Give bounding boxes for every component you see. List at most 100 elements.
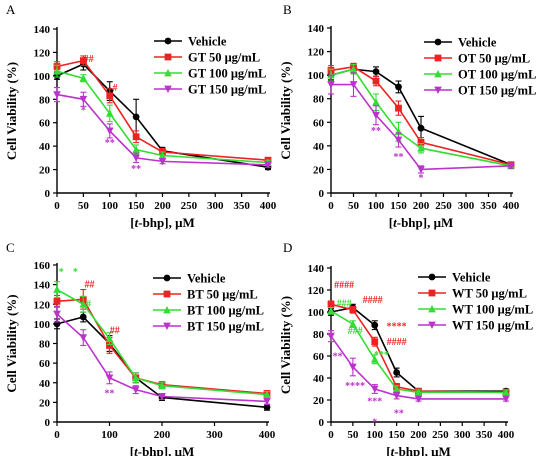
- data-point: [79, 313, 87, 321]
- data-point: [106, 92, 114, 100]
- legend-item: OT 150 μg/mL: [424, 84, 536, 98]
- x-tick-label: 350: [233, 200, 250, 212]
- legend-label: Vehicle: [188, 35, 227, 49]
- y-tick-label: 80: [39, 94, 51, 106]
- y-tick-label: 60: [39, 358, 51, 370]
- data-point: [158, 381, 166, 390]
- series-line: [330, 68, 512, 167]
- legend-label: GT 100 μg/mL: [188, 67, 266, 81]
- x-tick-label: 200: [154, 200, 171, 212]
- legend-marker: [164, 69, 172, 77]
- series-line: [330, 310, 506, 394]
- y-tick-label: 80: [313, 94, 325, 106]
- data-point: [417, 144, 425, 152]
- x-axis-title-suffix: -bhp], μM: [138, 215, 195, 230]
- data-point: [263, 397, 271, 406]
- y-tick-label: 20: [39, 397, 51, 409]
- data-point: [53, 285, 61, 293]
- x-axis-title: [t-bhp], μM: [130, 444, 194, 456]
- y-tick-label: 40: [313, 141, 325, 153]
- legend-item: Vehicle: [418, 271, 491, 285]
- series-line: [330, 303, 507, 394]
- significance-mark: ***: [367, 396, 382, 407]
- y-tick-label: 60: [313, 117, 325, 129]
- data-point: [53, 91, 61, 99]
- x-tick-label: 100: [101, 429, 118, 441]
- legend-item: WT 100 μg/mL: [418, 303, 533, 317]
- data-point: [349, 363, 357, 371]
- y-axis-title: Cell Viability (%): [278, 61, 293, 159]
- legend-label: OT 50 μg/mL: [458, 52, 530, 66]
- y-tick-label: 160: [34, 260, 51, 272]
- legend-label: OT 100 μg/mL: [458, 68, 536, 82]
- x-tick-label: 200: [410, 429, 427, 441]
- data-point: [79, 57, 87, 65]
- series-line: [331, 83, 512, 171]
- data-point: [263, 390, 271, 398]
- panel-letter: C: [6, 240, 15, 255]
- significance-mark: ###: [348, 326, 363, 337]
- panel-c: C 0 20 40 60 80 100 120 140 160 0 100 200 300 400 [t-bh…: [4, 240, 276, 456]
- data-point: [158, 151, 167, 159]
- data-point: [53, 67, 61, 75]
- x-axis-title-italic: t: [134, 444, 138, 456]
- y-axis-title: Cell Viability (%): [4, 294, 19, 392]
- data-point: [502, 388, 510, 396]
- legend-label: OT 150 μg/mL: [458, 84, 536, 98]
- series-100: [327, 306, 510, 396]
- significance-mark: *: [81, 105, 86, 116]
- y-tick-label: 40: [39, 141, 51, 153]
- significance-mark: *: [59, 267, 64, 278]
- legend-item: BT 100 μg/mL: [153, 304, 264, 318]
- legend-label: Vehicle: [187, 272, 226, 286]
- x-tick-label: 0: [328, 200, 334, 212]
- x-tick-label: 0: [54, 200, 60, 212]
- legend-marker: [428, 289, 436, 297]
- x-axis-title-prefix: [: [386, 444, 390, 456]
- data-point: [349, 65, 358, 73]
- panel-letter: D: [283, 240, 292, 255]
- legend-label: BT 100 μg/mL: [187, 304, 264, 318]
- legend-item: Vehicle: [424, 36, 497, 50]
- legend-marker: [428, 321, 436, 329]
- data-point: [349, 320, 357, 328]
- data-point: [327, 306, 335, 315]
- series-150: [53, 87, 272, 169]
- legend-item: WT 150 μg/mL: [418, 319, 533, 333]
- legend-label: BT 50 μg/mL: [187, 288, 258, 302]
- legend-marker: [163, 322, 171, 330]
- data-point: [131, 386, 140, 394]
- y-tick-label: 140: [34, 24, 51, 36]
- data-point: [79, 74, 88, 82]
- y-tick-label: 40: [313, 373, 325, 385]
- data-point: [79, 95, 88, 104]
- y-tick-label: 120: [34, 299, 51, 311]
- legend-item: GT 100 μg/mL: [154, 67, 266, 81]
- x-tick-label: 250: [435, 200, 452, 212]
- y-tick-label: 120: [34, 47, 51, 59]
- y-tick-label: 120: [308, 47, 325, 59]
- series-line: [330, 335, 506, 400]
- panel-letter: A: [6, 2, 16, 17]
- legend-marker: [163, 290, 171, 298]
- data-point: [349, 81, 358, 89]
- y-tick-label: 20: [313, 395, 325, 407]
- x-axis-title: [t-bhp], μM: [389, 215, 453, 230]
- significance-mark: ###: [337, 299, 352, 310]
- data-point: [158, 393, 166, 401]
- data-point: [327, 81, 335, 89]
- x-tick-label: 300: [206, 429, 223, 441]
- y-tick-label: 120: [308, 285, 325, 297]
- x-tick-label: 50: [348, 200, 360, 212]
- x-tick-label: 100: [368, 200, 385, 212]
- data-point: [132, 113, 140, 121]
- x-tick-label: 0: [328, 429, 334, 441]
- y-tick-label: 40: [39, 378, 51, 390]
- data-point: [132, 145, 140, 154]
- y-tick-label: 0: [319, 417, 325, 429]
- x-tick-label: 350: [476, 429, 493, 441]
- data-point: [393, 369, 401, 376]
- significance-mark: #: [86, 299, 91, 310]
- data-point: [264, 161, 272, 169]
- x-tick-label: 150: [388, 429, 405, 441]
